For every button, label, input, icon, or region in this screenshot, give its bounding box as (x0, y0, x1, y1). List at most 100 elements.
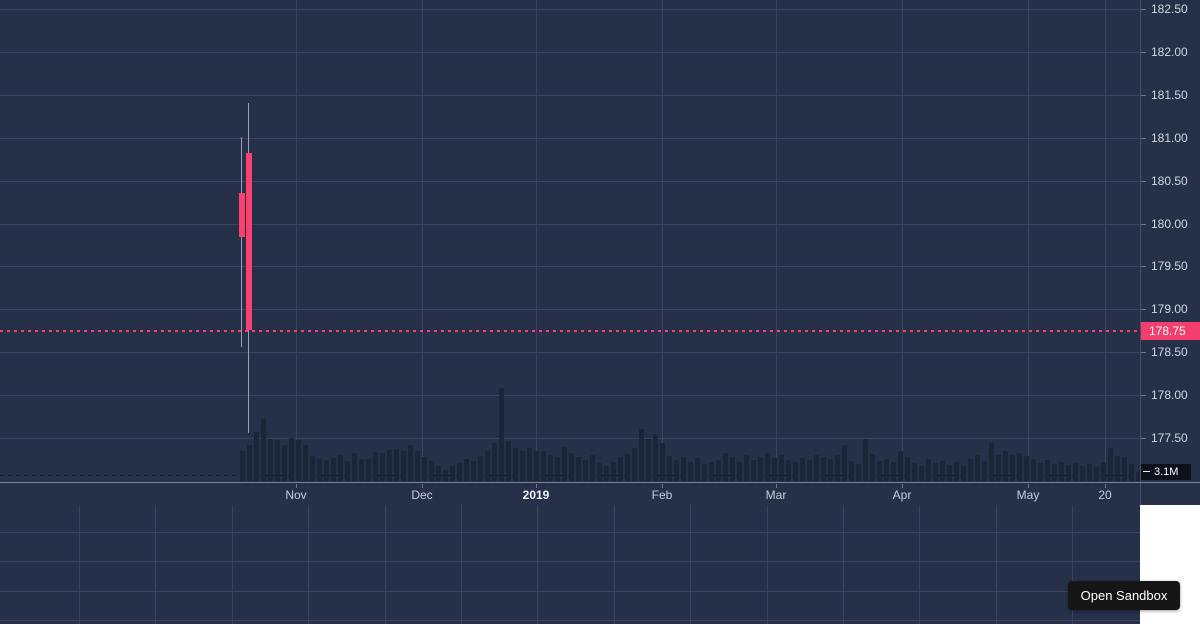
volume-bar (1080, 466, 1085, 481)
volume-bar (926, 459, 931, 481)
price-gridline (0, 266, 1140, 268)
volume-bar (555, 457, 560, 481)
volume-bar (401, 451, 406, 481)
price-tick-mark (1141, 9, 1146, 10)
time-tick-label: Dec (411, 488, 433, 502)
volume-label-tick (1143, 471, 1150, 472)
last-volume-label: 3.1M (1141, 464, 1191, 480)
volume-bar (394, 449, 399, 481)
price-axis[interactable]: 182.50 182.00 181.50 181.00 180.50 180.00 179.… (1140, 0, 1200, 505)
volume-bar (842, 445, 847, 481)
volume-bar (261, 419, 266, 481)
price-tick-mark (1141, 309, 1146, 311)
volume-bar (884, 459, 889, 481)
volume-bar (933, 463, 938, 481)
volume-bar (723, 453, 728, 481)
volume-bar (513, 448, 518, 481)
price-tick-label: 180.00 (1151, 216, 1188, 231)
volume-bar (240, 451, 245, 481)
sub-gridline-v (919, 505, 920, 624)
price-tick-label: 179.50 (1151, 259, 1188, 274)
time-gridline (1028, 0, 1029, 482)
volume-bar (765, 453, 770, 481)
volume-bar (751, 460, 756, 481)
volume-bar (1129, 464, 1134, 481)
volume-bar (681, 457, 686, 481)
volume-bar (793, 462, 798, 481)
volume-bar (898, 451, 903, 481)
time-tick-label: 2019 (522, 488, 550, 502)
volume-bar (968, 459, 973, 481)
volume-bar (548, 455, 553, 481)
volume-bar (975, 455, 980, 481)
price-tick-mark (1141, 266, 1146, 268)
price-tick-label: 182.00 (1151, 44, 1188, 59)
volume-bar (457, 463, 462, 481)
volume-bar (331, 458, 336, 481)
candle-body (245, 153, 252, 330)
time-tick-label: May (1016, 488, 1040, 502)
volume-bar (464, 459, 469, 481)
volume-bar (1059, 462, 1064, 481)
time-gridline (902, 0, 903, 482)
price-gridline (0, 309, 1140, 311)
price-tick-label: 178.50 (1151, 345, 1188, 360)
volume-bar (275, 440, 280, 481)
volume-bar (1108, 448, 1113, 481)
volume-bar (520, 451, 525, 481)
candlestick-chart[interactable]: 182.50 182.00 181.50 181.00 180.50 180.00 179.… (0, 0, 1200, 505)
volume-bar (611, 462, 616, 481)
volume-bar (443, 470, 448, 481)
volume-bar (324, 460, 329, 481)
volume-bar (1066, 465, 1071, 481)
sub-gridline-v (1072, 505, 1073, 624)
volume-bar (940, 461, 945, 481)
sub-gridline-h (0, 561, 1140, 562)
sub-gridline-h (0, 620, 1140, 621)
volume-bar (919, 466, 924, 481)
price-tick-mark (1141, 438, 1146, 439)
price-tick-mark (1141, 137, 1146, 139)
time-axis[interactable]: Nov Dec 2019 Feb Mar Apr May 20 (0, 482, 1200, 505)
sub-gridline-v (843, 505, 844, 624)
price-tick-mark (1141, 223, 1146, 225)
volume-bar (737, 462, 742, 481)
volume-bar (541, 451, 546, 481)
volume-bar (877, 461, 882, 481)
volume-bar (338, 455, 343, 481)
price-tick-label: 181.50 (1151, 87, 1188, 102)
volume-bar (415, 451, 420, 481)
price-gridline (0, 223, 1140, 225)
time-tick-mark (776, 484, 777, 488)
time-tick-mark (1105, 484, 1106, 488)
open-sandbox-button[interactable]: Open Sandbox (1068, 581, 1180, 610)
volume-bar (387, 450, 392, 481)
volume-bar (373, 452, 378, 481)
sub-gridline-v (308, 505, 309, 624)
time-tick-mark (422, 484, 423, 488)
volume-bar (506, 441, 511, 481)
volume-bar (800, 458, 805, 481)
volume-bar (695, 458, 700, 481)
volume-bar (1003, 451, 1008, 481)
candle-body (238, 192, 245, 238)
price-tick-label: 177.50 (1151, 431, 1188, 445)
volume-bar (597, 463, 602, 481)
volume-bar (688, 462, 693, 481)
volume-bar (436, 466, 441, 481)
time-gridline (536, 0, 537, 482)
time-tick-mark (536, 484, 537, 488)
volume-bar (408, 445, 413, 481)
volume-bar (835, 455, 840, 481)
sub-gridline-v (385, 505, 386, 624)
last-price-line (0, 329, 1140, 332)
volume-bar (352, 453, 357, 481)
volume-bar (758, 457, 763, 481)
volume-bar (618, 457, 623, 481)
time-gridline (422, 0, 423, 482)
time-tick-mark (296, 484, 297, 488)
sub-gridline-v (232, 505, 233, 624)
chart-pane[interactable] (0, 0, 1140, 482)
volume-bar (856, 464, 861, 481)
